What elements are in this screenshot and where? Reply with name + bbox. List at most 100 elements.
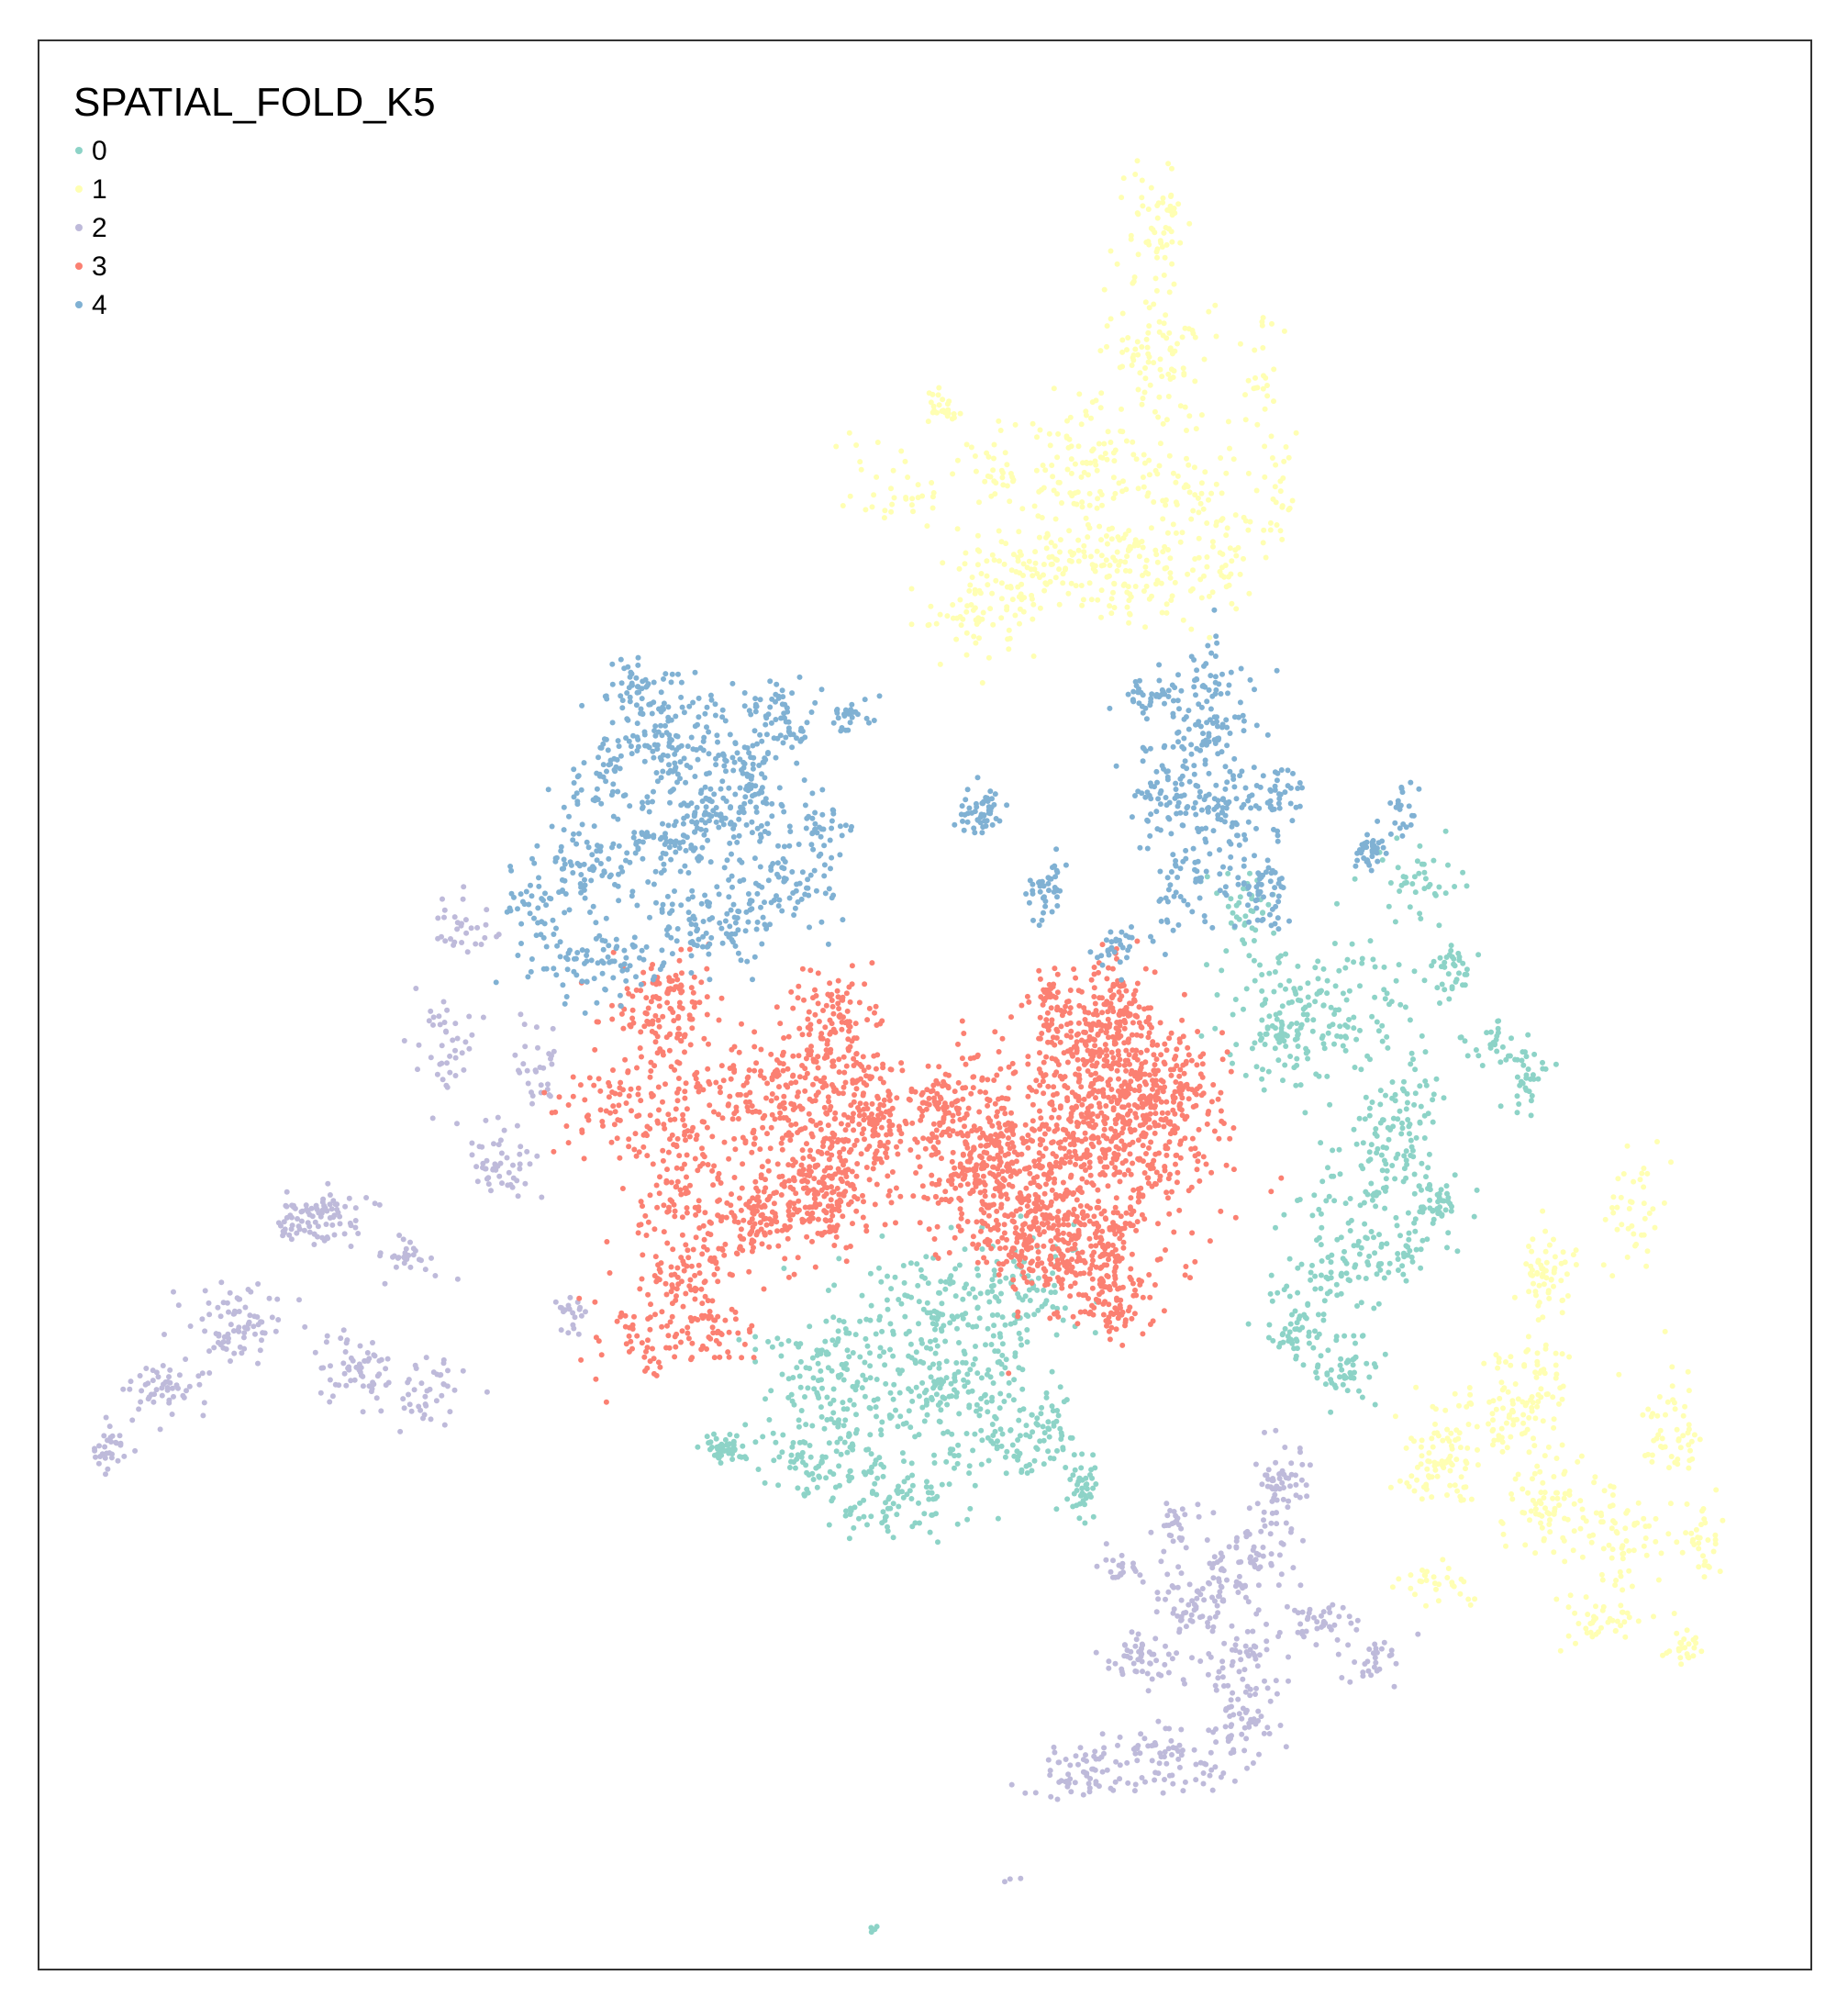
data-point	[1030, 1118, 1036, 1124]
data-point	[1667, 1501, 1674, 1507]
data-point	[296, 1226, 303, 1233]
data-point	[1192, 334, 1198, 340]
data-point	[1169, 1189, 1174, 1195]
data-point	[1421, 977, 1428, 984]
data-point	[837, 1435, 843, 1442]
data-point	[1381, 987, 1387, 993]
data-point	[1030, 653, 1037, 659]
data-point	[382, 1280, 388, 1287]
data-point	[1620, 1587, 1626, 1593]
data-point	[773, 1439, 779, 1445]
data-point	[1551, 1474, 1557, 1479]
data-point	[442, 938, 449, 944]
data-point	[1055, 1412, 1062, 1419]
data-point	[955, 1452, 962, 1458]
data-point	[1045, 1419, 1052, 1425]
data-point	[1165, 1669, 1172, 1676]
data-point	[912, 1520, 918, 1526]
data-point	[1027, 1298, 1033, 1303]
data-point	[908, 621, 915, 628]
data-point	[1572, 1610, 1578, 1616]
data-point	[1241, 886, 1246, 892]
data-point	[1048, 1793, 1054, 1800]
data-point	[1686, 1465, 1692, 1471]
data-point	[1554, 1495, 1561, 1501]
data-point	[1339, 1270, 1344, 1277]
data-point	[1112, 447, 1119, 453]
data-point	[289, 1214, 295, 1221]
data-point	[985, 1457, 992, 1464]
data-point	[900, 1263, 907, 1268]
data-point	[1490, 1398, 1497, 1404]
data-point	[496, 1173, 503, 1179]
data-point	[1351, 1025, 1357, 1032]
data-point	[539, 1194, 545, 1200]
data-point	[1455, 950, 1462, 956]
data-point	[1163, 1596, 1168, 1602]
data-point	[1359, 960, 1365, 966]
data-point	[1191, 1607, 1197, 1613]
data-point	[960, 1359, 966, 1366]
data-point	[201, 1400, 207, 1406]
data-point	[1553, 1362, 1559, 1368]
data-point	[1204, 962, 1209, 968]
data-point	[1219, 564, 1225, 571]
data-point	[1084, 1212, 1090, 1219]
data-point	[1050, 1408, 1056, 1414]
data-point	[949, 1393, 955, 1400]
data-point	[1575, 1458, 1581, 1465]
data-point	[1295, 1629, 1301, 1635]
data-point	[1056, 566, 1063, 573]
data-point	[437, 1061, 443, 1067]
data-point	[1138, 1646, 1144, 1651]
data-point	[704, 1434, 710, 1440]
data-point	[1153, 1609, 1160, 1615]
data-point	[1130, 1139, 1136, 1145]
data-point	[929, 1180, 935, 1187]
data-point	[1432, 892, 1439, 898]
data-point	[962, 1383, 968, 1390]
data-point	[1166, 1772, 1173, 1779]
data-point	[1253, 1064, 1260, 1070]
data-point	[1030, 1138, 1036, 1144]
data-point	[995, 1515, 1001, 1522]
data-point	[994, 1113, 999, 1120]
data-point	[1499, 1387, 1506, 1393]
data-point	[454, 1121, 460, 1127]
data-point	[959, 1055, 965, 1062]
data-point	[464, 949, 471, 955]
data-point	[1539, 1524, 1545, 1531]
data-point	[1136, 540, 1142, 546]
data-point	[1149, 1676, 1155, 1682]
data-point	[1525, 1490, 1531, 1496]
data-point	[1047, 1161, 1052, 1167]
data-point	[985, 1289, 991, 1295]
data-point	[915, 1282, 921, 1289]
data-point	[1157, 441, 1163, 447]
data-point	[358, 1365, 364, 1371]
data-point	[1040, 463, 1046, 468]
data-point	[1132, 1781, 1139, 1788]
data-point	[902, 458, 908, 464]
data-point	[1642, 1523, 1649, 1530]
data-point	[1108, 1160, 1115, 1166]
data-point	[1161, 1548, 1167, 1555]
data-point	[1643, 1552, 1650, 1558]
data-point	[769, 1344, 775, 1350]
data-point	[1262, 1678, 1267, 1684]
data-point	[1110, 495, 1117, 501]
data-point	[1311, 1192, 1318, 1199]
data-point	[1620, 1556, 1626, 1562]
data-point	[879, 1233, 885, 1239]
data-point	[888, 486, 894, 492]
data-point	[288, 1226, 295, 1233]
data-point	[799, 1449, 806, 1456]
data-point	[896, 1390, 903, 1396]
data-point	[881, 1464, 886, 1470]
data-point	[953, 636, 960, 642]
data-point	[1266, 970, 1273, 977]
data-point	[1547, 1529, 1553, 1535]
data-point	[822, 1338, 829, 1345]
data-point	[1009, 1060, 1016, 1066]
data-point	[1027, 1170, 1033, 1177]
